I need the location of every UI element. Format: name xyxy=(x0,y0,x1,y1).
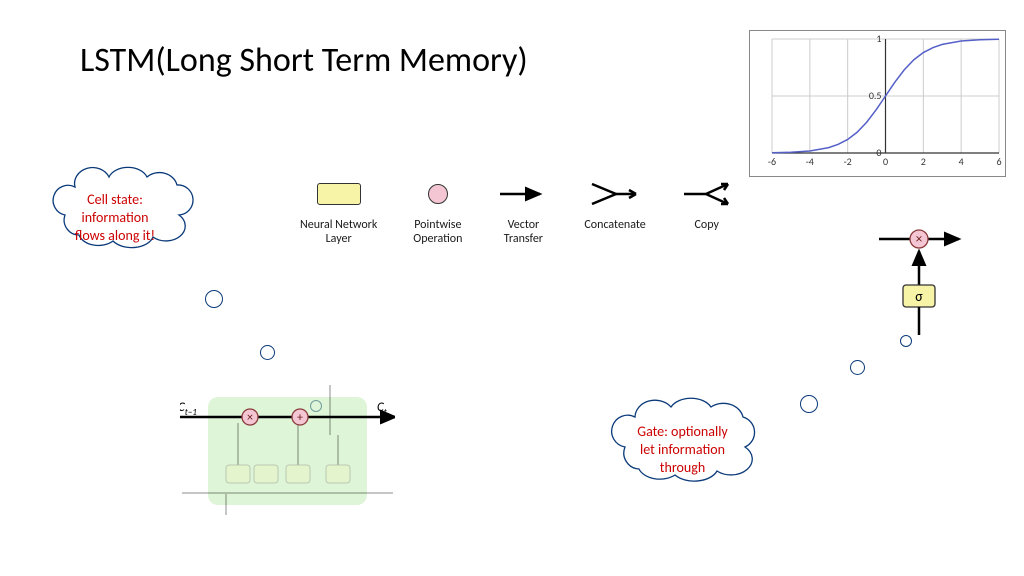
cloud-bubble xyxy=(800,395,818,413)
svg-text:σ: σ xyxy=(915,288,923,305)
cloud-line: Cell state: xyxy=(87,191,143,208)
legend-row: Neural NetworkLayer PointwiseOperation V… xyxy=(300,180,732,247)
cloud-line: information xyxy=(81,209,148,226)
legend-pointwise: PointwiseOperation xyxy=(413,180,462,247)
svg-text:Ct: Ct xyxy=(377,400,388,418)
copy-icon xyxy=(682,181,732,207)
cloud-gate: Gate: optionally let information through xyxy=(595,395,770,500)
lstm-cell-diagram: × + Ct−1 Ct xyxy=(180,385,395,520)
svg-text:-2: -2 xyxy=(844,155,852,168)
svg-text:2: 2 xyxy=(921,155,926,168)
svg-text:-4: -4 xyxy=(806,155,814,168)
svg-text:-6: -6 xyxy=(768,155,776,168)
legend-concatenate: Concatenate xyxy=(584,180,645,232)
cloud-line: let information xyxy=(640,441,725,458)
svg-text:0: 0 xyxy=(883,155,888,168)
cloud-bubble xyxy=(260,345,275,360)
cloud-bubble xyxy=(850,360,865,375)
sigmoid-chart: -6 -4 -2 0 2 4 6 0 0.5 1 xyxy=(749,30,1006,177)
nn-layer-icon xyxy=(317,183,361,205)
svg-text:Ct−1: Ct−1 xyxy=(180,400,197,418)
cloud-cell-state: Cell state: information flows along it! xyxy=(35,165,195,265)
legend-label: Neural NetworkLayer xyxy=(300,218,377,247)
legend-label: VectorTransfer xyxy=(504,218,543,247)
cloud-bubble xyxy=(205,290,223,308)
svg-text:0.5: 0.5 xyxy=(869,89,882,102)
legend-vector-transfer: VectorTransfer xyxy=(498,180,548,247)
pointwise-icon xyxy=(428,184,448,204)
gate-diagram: ×σ xyxy=(874,225,964,350)
cloud-line: flows along it! xyxy=(75,227,155,244)
concatenate-icon xyxy=(590,181,640,207)
page-title: LSTM(Long Short Term Memory) xyxy=(80,40,528,81)
svg-text:0: 0 xyxy=(876,146,881,159)
svg-text:+: + xyxy=(297,411,303,425)
cloud-line: Gate: optionally xyxy=(637,423,728,440)
legend-label: Concatenate xyxy=(584,218,645,232)
legend-copy: Copy xyxy=(682,180,732,232)
svg-text:×: × xyxy=(247,411,253,425)
svg-text:×: × xyxy=(916,232,922,247)
cloud-line: through xyxy=(660,459,705,476)
legend-label: PointwiseOperation xyxy=(413,218,462,247)
arrow-icon xyxy=(498,184,548,204)
legend-label: Copy xyxy=(695,218,719,232)
legend-nn-layer: Neural NetworkLayer xyxy=(300,180,377,247)
svg-text:6: 6 xyxy=(996,155,1001,168)
svg-text:1: 1 xyxy=(876,32,881,45)
svg-text:4: 4 xyxy=(959,155,964,168)
